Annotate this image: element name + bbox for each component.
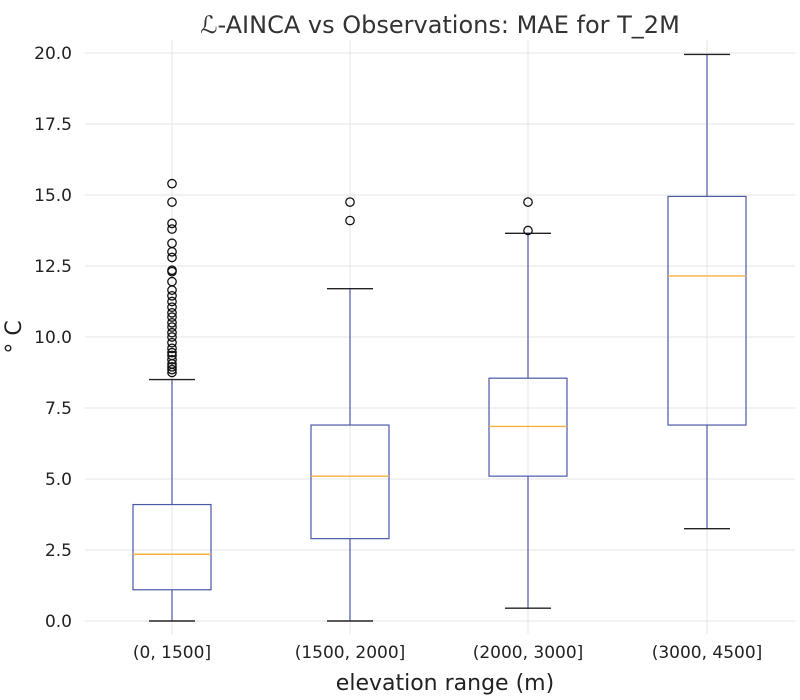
box-group [488, 197, 568, 609]
box-group [310, 197, 390, 622]
y-tick-label: 7.5 [45, 399, 72, 419]
iqr-box [488, 377, 568, 477]
outlier-point [345, 215, 355, 226]
boxes [132, 53, 747, 622]
x-tick-label: (3000, 4500] [652, 643, 763, 663]
y-axis-label: ° C [2, 320, 27, 353]
outlier-point [167, 252, 177, 263]
outlier-point [167, 312, 177, 322]
outlier-point [523, 225, 533, 236]
outlier-point [167, 290, 177, 301]
outlier-point [167, 197, 177, 207]
outlier-point [167, 178, 177, 189]
outlier-point [167, 296, 177, 307]
outlier-point [167, 347, 177, 358]
outlier-point [167, 238, 177, 249]
outlier-point [167, 218, 177, 229]
outlier-point [167, 265, 177, 276]
y-tick-label: 2.5 [45, 541, 72, 561]
outlier-point [167, 354, 177, 365]
y-tick-label: 15.0 [34, 186, 72, 206]
chart-title: ℒ-AINCA vs Observations: MAE for T_2M [200, 11, 680, 39]
outlier-point [167, 343, 177, 354]
outlier-point [167, 337, 177, 348]
box-group [667, 53, 747, 530]
outlier-point [167, 302, 177, 313]
outlier-point [167, 317, 177, 328]
outlier-point [345, 197, 355, 207]
outlier-point [167, 361, 177, 372]
outlier-point [167, 350, 177, 361]
outlier-point [167, 322, 177, 332]
outlier-point [167, 276, 177, 287]
y-tick-label: 5.0 [45, 470, 72, 490]
y-tick-label: 0.0 [45, 612, 72, 632]
iqr-box [310, 424, 390, 540]
y-tick-label: 17.5 [34, 115, 72, 135]
ticks: 0.0 2.5 5.0 7.5 10.0 12.5 15.0 17.5 20.0 (0, 1500… [34, 44, 762, 663]
y-tick-label: 12.5 [34, 257, 72, 277]
y-tick-label: 10.0 [34, 328, 72, 348]
x-axis-label: elevation range (m) [336, 671, 554, 696]
x-tick-label: (1500, 2000] [295, 643, 406, 663]
iqr-box [132, 503, 212, 591]
outlier-point [167, 224, 177, 234]
x-tick-label: (2000, 3000] [473, 643, 584, 663]
outlier-point [523, 197, 533, 207]
y-tick-label: 20.0 [34, 44, 72, 64]
iqr-box [667, 195, 747, 426]
x-tick-label: (0, 1500] [133, 643, 211, 663]
outlier-point [167, 364, 177, 375]
box-group [132, 178, 212, 622]
outlier-point [167, 308, 177, 318]
outlier-point [167, 332, 177, 342]
grid [85, 40, 795, 634]
outlier-point [167, 327, 177, 338]
